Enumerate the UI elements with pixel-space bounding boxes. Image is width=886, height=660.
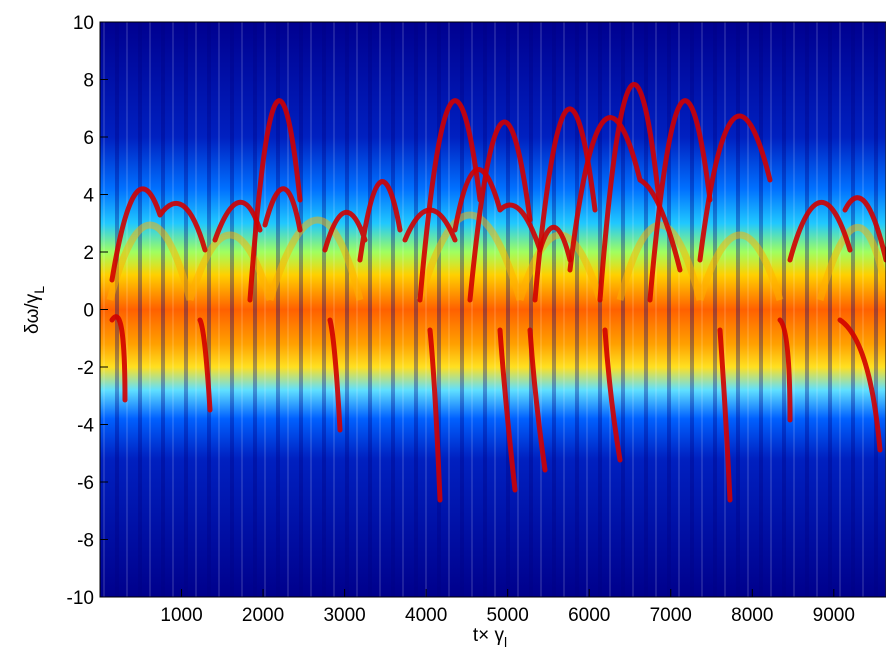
y-tick-label: -8: [77, 531, 94, 552]
y-tick-label: 0: [83, 301, 94, 322]
x-axis-label: t× γl: [473, 625, 507, 650]
y-axis-label: δω/γL: [22, 286, 47, 334]
y-tick-label: -4: [77, 416, 94, 437]
spectrogram: [100, 22, 886, 597]
axes: -10 -8 -6 -4 -2 0 2 4 6 8 10 1000 2000 3000 4000 5000 60…: [67, 13, 855, 626]
x-tick-label: 9000: [813, 605, 855, 626]
y-tick-label: 4: [83, 186, 94, 207]
x-tick-label: 8000: [731, 605, 773, 626]
y-label-sub: L: [31, 286, 47, 294]
y-tick-label: -6: [77, 473, 94, 494]
y-tick-label: 10: [73, 13, 94, 34]
x-tick-label: 2000: [242, 605, 284, 626]
x-label-sub: l: [504, 634, 507, 650]
x-tick-label: 3000: [323, 605, 365, 626]
x-tick-label: 1000: [160, 605, 202, 626]
y-tick-label: 2: [83, 243, 94, 264]
x-tick-label: 4000: [405, 605, 447, 626]
y-tick-label: 6: [83, 128, 94, 149]
y-tick-label: -2: [77, 358, 94, 379]
x-tick-label: 5000: [487, 605, 529, 626]
x-label-text: t× γ: [473, 625, 505, 646]
x-tick-label: 6000: [568, 605, 610, 626]
x-tick-label: 7000: [650, 605, 692, 626]
y-tick-label: 8: [83, 71, 94, 92]
y-tick-label: -10: [67, 588, 94, 609]
y-label-text: δω/γ: [22, 293, 43, 334]
